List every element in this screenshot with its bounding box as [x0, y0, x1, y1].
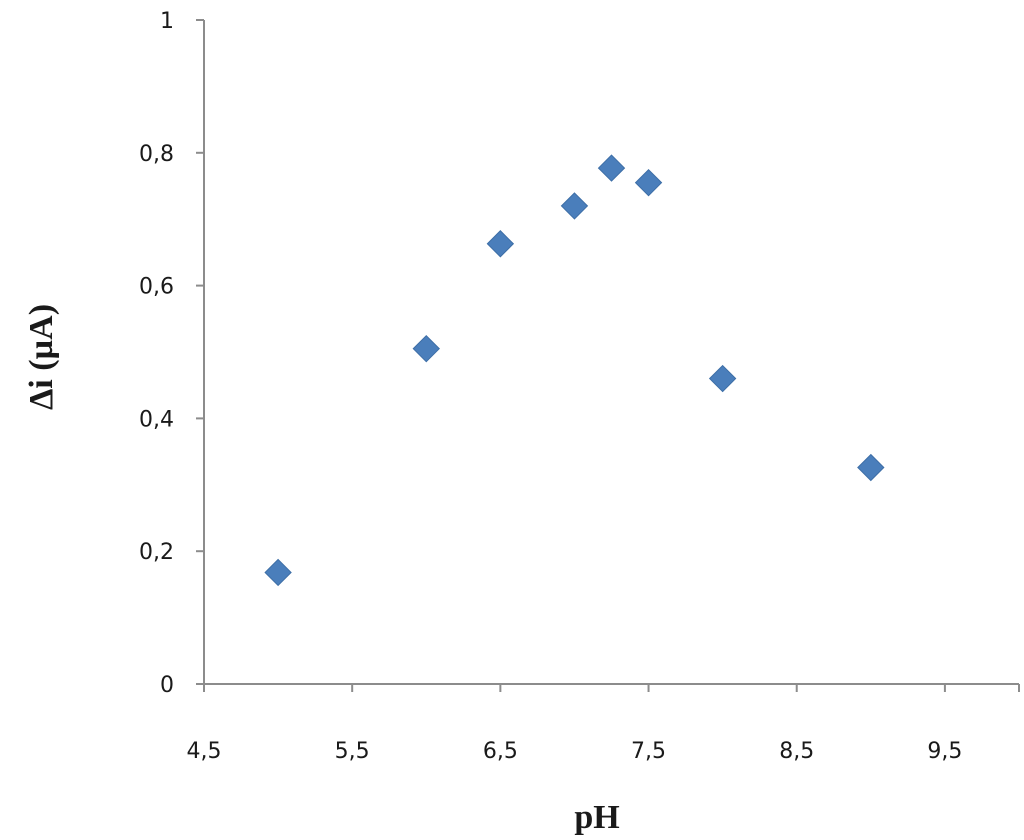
axes [203, 20, 1019, 685]
y-tick-label: 0,8 [139, 142, 174, 167]
data-points [264, 154, 885, 587]
y-tick-label: 0 [160, 673, 174, 698]
y-tick-label: 0,4 [139, 407, 174, 432]
x-tick-label: 8,5 [779, 739, 814, 764]
data-point [486, 230, 515, 258]
y-tick-label: 0,6 [139, 275, 174, 300]
data-point [560, 192, 589, 220]
x-tick-label: 7,5 [631, 739, 666, 764]
x-tick-label: 4,5 [187, 739, 222, 764]
data-point [264, 558, 292, 587]
y-tick-label: 1 [160, 9, 174, 34]
data-point [412, 334, 440, 363]
ticks: 0 0,2 0,4 0,6 0,8 1 4,5 5,5 6,5 7,5 8,5 9,5 [139, 9, 1020, 764]
y-tick-label: 0,2 [139, 540, 174, 565]
y-axis-title: Δi (µA) [23, 304, 60, 410]
data-point [597, 154, 626, 182]
data-point [708, 364, 737, 393]
x-axis-title: pH [574, 799, 619, 836]
data-point [634, 168, 663, 197]
data-point [857, 453, 885, 482]
x-tick-label: 9,5 [927, 739, 962, 764]
x-tick-label: 5,5 [335, 739, 370, 764]
x-tick-label: 6,5 [483, 739, 518, 764]
